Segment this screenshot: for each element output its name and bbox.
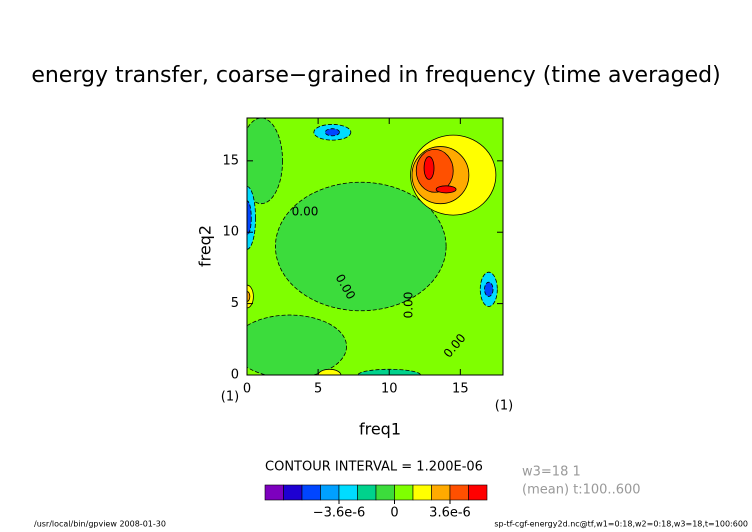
footer-left: /usr/local/bin/gpview 2008-01-30 — [34, 520, 166, 529]
contour-region — [247, 314, 347, 375]
colorbar-box — [301, 484, 321, 501]
colorbar-box — [283, 484, 303, 501]
y-tick-label: 0 — [231, 368, 239, 383]
info-line: (mean) t:100..600 — [522, 483, 641, 498]
colorbar-box — [375, 484, 395, 501]
y-unit: (1) — [221, 390, 239, 405]
footer-right: sp-tf-cgf-energy2d.nc@tf,w1=0:18,w2=0:18… — [494, 520, 748, 529]
colorbar-tick-label: −3.6e-6 — [313, 506, 366, 521]
colorbar-tick-label: 0 — [390, 506, 398, 521]
x-tick-label: 0 — [243, 382, 251, 397]
colorbar-box — [320, 484, 340, 501]
colorbar-box — [468, 484, 488, 501]
contour-region — [247, 118, 283, 205]
colorbar-tick-label: 3.6e-6 — [429, 506, 471, 521]
x-axis-label: freq1 — [359, 420, 401, 439]
colorbar-box — [412, 484, 432, 501]
contour-label: 0.00 — [292, 205, 319, 219]
y-tick-label: 15 — [222, 153, 239, 168]
contour-label: 0.00 — [402, 292, 416, 319]
contour-region — [324, 128, 340, 137]
plot-frame — [246, 117, 504, 376]
contour-interval: CONTOUR INTERVAL = 1.200E-06 — [265, 460, 483, 475]
x-tick-label: 10 — [381, 382, 398, 397]
colorbar-box — [357, 484, 377, 501]
x-unit: (1) — [495, 399, 513, 414]
colorbar-box — [338, 484, 358, 501]
contour-region — [484, 281, 494, 297]
y-tick-label: 10 — [222, 225, 239, 240]
contour-region — [423, 156, 435, 180]
x-tick-label: 15 — [452, 382, 469, 397]
colorbar-box — [431, 484, 451, 501]
contour-region — [435, 185, 457, 194]
info-line: w3=18 1 — [522, 465, 581, 480]
colorbar-box — [449, 484, 469, 501]
y-tick-label: 5 — [231, 296, 239, 311]
contour-region — [275, 181, 447, 312]
contour-region — [247, 291, 251, 302]
x-tick-label: 5 — [314, 382, 322, 397]
chart-title: energy transfer, coarse−grained in frequ… — [31, 63, 720, 88]
colorbar-box — [264, 484, 284, 501]
y-axis-label: freq2 — [196, 225, 215, 267]
colorbar-box — [394, 484, 414, 501]
contour-field — [247, 118, 503, 375]
